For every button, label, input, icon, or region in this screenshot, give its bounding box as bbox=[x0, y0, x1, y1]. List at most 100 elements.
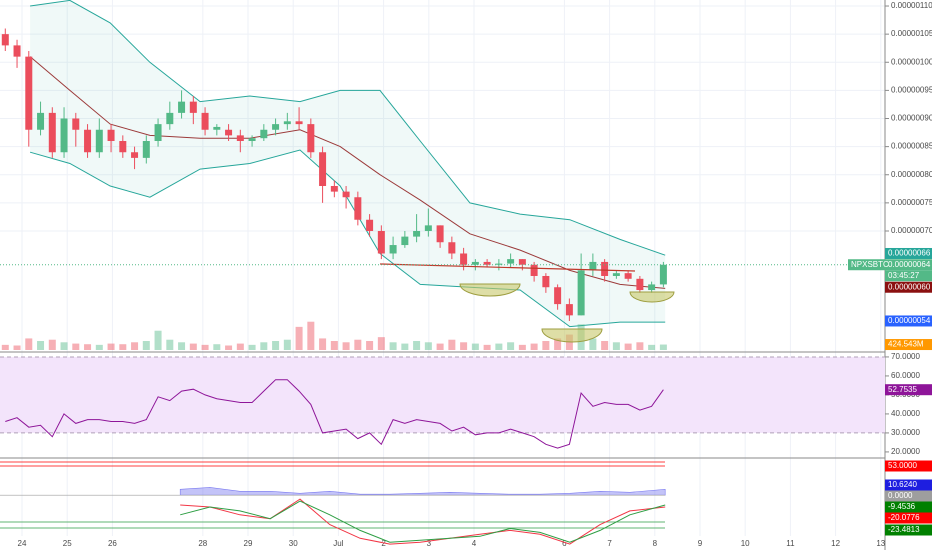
candle-body bbox=[319, 152, 327, 186]
volume-bar bbox=[413, 341, 421, 350]
rsi-line bbox=[5, 379, 664, 449]
countdown-tag bbox=[885, 270, 932, 282]
candle-body bbox=[225, 129, 233, 136]
volume-bar bbox=[366, 341, 374, 350]
y-tick-label: 0.00000100 bbox=[891, 57, 932, 66]
x-tick-label: 6 bbox=[562, 539, 567, 548]
candle-body bbox=[366, 219, 374, 231]
volume-bar bbox=[225, 345, 233, 350]
volume-bar bbox=[495, 343, 503, 350]
candle-body bbox=[189, 101, 197, 113]
volume-bar bbox=[25, 338, 33, 350]
candle-body bbox=[25, 56, 33, 130]
y-tick-label: 0.00000090 bbox=[891, 114, 932, 123]
candle-body bbox=[389, 245, 397, 254]
oscillator-tag-label: 0.0000 bbox=[888, 491, 913, 500]
x-tick-label: Jul bbox=[333, 539, 343, 548]
x-tick-label: 13 bbox=[876, 539, 885, 548]
x-tick-label: 28 bbox=[198, 539, 207, 548]
volume-bar bbox=[260, 342, 268, 350]
volume-bar bbox=[60, 342, 68, 350]
candle-body bbox=[60, 118, 68, 153]
volume-bar bbox=[107, 343, 115, 350]
volume-bar bbox=[295, 326, 303, 350]
candle-body bbox=[565, 304, 573, 316]
oscillator-line bbox=[180, 498, 666, 545]
volume-tag bbox=[885, 339, 932, 351]
candle-body bbox=[107, 129, 115, 142]
oscillator-tag-label: 53.0000 bbox=[888, 461, 917, 470]
oscillator-tag-label: 10.6240 bbox=[888, 480, 917, 489]
oscillator-tag-label: -20.0776 bbox=[888, 513, 920, 522]
candle-body bbox=[283, 121, 291, 125]
rsi-tag bbox=[885, 384, 932, 396]
volume-bar bbox=[483, 344, 491, 350]
y-tick-label: 0.00000110 bbox=[891, 1, 932, 10]
volume-bar bbox=[154, 330, 162, 350]
price-tag-label: 0.00000060 bbox=[888, 282, 931, 291]
volume-bar bbox=[554, 338, 562, 350]
volume-bar bbox=[213, 344, 221, 350]
candle-body bbox=[460, 253, 468, 265]
candle-body bbox=[72, 118, 80, 130]
volume-bar bbox=[272, 341, 280, 350]
x-tick-label: 25 bbox=[63, 539, 72, 548]
oscillator-tag bbox=[885, 512, 932, 524]
candle-body bbox=[636, 278, 644, 291]
oscillator-tag bbox=[885, 524, 932, 536]
x-tick-label: 30 bbox=[289, 539, 298, 548]
candle-body bbox=[377, 230, 385, 254]
candle-body bbox=[1, 34, 9, 46]
band-upper bbox=[30, 0, 666, 256]
rsi-tick-label: 30.0000 bbox=[891, 428, 920, 437]
volume-bar bbox=[119, 344, 127, 350]
candle-body bbox=[530, 264, 538, 276]
volume-bar bbox=[377, 337, 385, 350]
candle-body bbox=[154, 124, 162, 142]
volume-bar bbox=[507, 342, 515, 350]
x-tick-label: 12 bbox=[831, 539, 840, 548]
x-tick-label: 3 bbox=[427, 539, 432, 548]
candle-body bbox=[612, 273, 620, 276]
candle-body bbox=[131, 152, 139, 158]
band-lower bbox=[29, 149, 666, 328]
price-tag-label: 0.00000064 bbox=[888, 260, 931, 269]
volume-bar bbox=[48, 339, 56, 350]
candle-body bbox=[401, 236, 409, 246]
y-tick-label: 0.00000105 bbox=[891, 29, 932, 38]
volume-bar bbox=[342, 342, 350, 350]
candle-body bbox=[483, 261, 491, 265]
band-middle bbox=[29, 56, 666, 289]
candle-body bbox=[37, 112, 45, 130]
volume-bar bbox=[648, 344, 656, 350]
candle-body bbox=[342, 191, 350, 198]
x-tick-label: 10 bbox=[741, 539, 750, 548]
price-pane bbox=[1, 0, 667, 350]
volume-bar bbox=[471, 343, 479, 350]
symbol-label: NPXSBTC bbox=[851, 260, 889, 269]
rsi-band bbox=[0, 356, 885, 433]
volume-bar bbox=[389, 342, 397, 350]
candle-body bbox=[624, 273, 632, 279]
candle-body bbox=[413, 230, 421, 237]
candle-body bbox=[248, 138, 256, 142]
candle-body bbox=[295, 121, 303, 125]
volume-bar bbox=[236, 343, 244, 350]
x-tick-label: 26 bbox=[108, 539, 117, 548]
y-tick-label: 0.00000085 bbox=[891, 142, 932, 151]
candle-body bbox=[659, 264, 667, 285]
candle-body bbox=[260, 129, 268, 139]
candle-body bbox=[13, 45, 21, 57]
oscillator-tag-label: -9.4536 bbox=[888, 502, 916, 511]
rsi-tick-label: 60.0000 bbox=[891, 371, 920, 380]
candle-body bbox=[601, 261, 609, 276]
rsi-tag-label: 52.7535 bbox=[888, 385, 917, 394]
volume-bar bbox=[178, 342, 186, 350]
volume-bar bbox=[201, 344, 209, 350]
band-fill bbox=[30, 0, 666, 327]
oscillator-tag bbox=[885, 501, 932, 513]
y-tick-label: 0.00000070 bbox=[891, 226, 932, 235]
price-tag bbox=[885, 259, 932, 271]
volume-bar bbox=[659, 344, 667, 350]
